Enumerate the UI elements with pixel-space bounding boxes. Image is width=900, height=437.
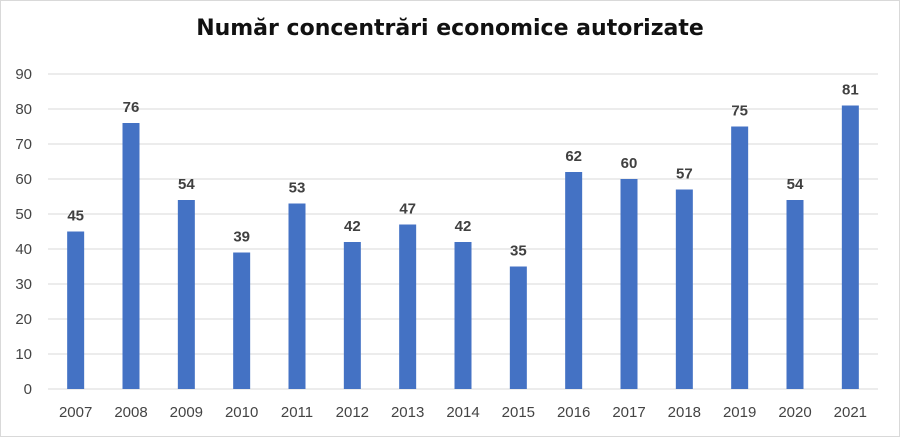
data-label-2007: 45 <box>67 208 84 225</box>
data-label-2020: 54 <box>787 176 804 193</box>
bar-2008 <box>122 123 140 389</box>
bar-2007 <box>67 231 85 389</box>
y-tick-label: 50 <box>15 206 32 223</box>
x-tick-label: 2014 <box>446 404 479 421</box>
bar-2012 <box>343 242 361 389</box>
x-tick-label: 2008 <box>114 404 147 421</box>
x-tick-label: 2020 <box>778 404 811 421</box>
data-label-2009: 54 <box>178 176 195 193</box>
bar-2015 <box>509 266 527 389</box>
y-tick-label: 70 <box>15 136 32 153</box>
bar-2009 <box>177 200 195 389</box>
data-label-2008: 76 <box>123 99 140 116</box>
data-label-2015: 35 <box>510 243 527 260</box>
x-tick-label: 2017 <box>612 404 645 421</box>
bar-2013 <box>399 224 417 389</box>
x-tick-label: 2019 <box>723 404 756 421</box>
bars <box>67 105 859 389</box>
x-tick-label: 2011 <box>281 404 313 421</box>
data-label-2017: 60 <box>621 155 638 172</box>
y-tick-label: 90 <box>15 66 32 83</box>
y-tick-label: 0 <box>24 381 32 398</box>
bar-2011 <box>288 203 306 389</box>
data-label-2021: 81 <box>842 82 859 99</box>
data-label-2019: 75 <box>731 103 748 120</box>
x-tick-label: 2010 <box>225 404 258 421</box>
bar-2014 <box>454 242 472 389</box>
y-tick-label: 40 <box>15 241 32 258</box>
data-label-2010: 39 <box>233 229 250 246</box>
bar-2016 <box>565 172 583 389</box>
x-tick-label: 2021 <box>834 404 867 421</box>
bar-2018 <box>675 189 693 389</box>
x-tick-label: 2007 <box>59 404 92 421</box>
data-label-2011: 53 <box>289 180 306 197</box>
x-tick-label: 2009 <box>170 404 203 421</box>
x-tick-label: 2012 <box>336 404 369 421</box>
y-tick-label: 20 <box>15 311 32 328</box>
data-label-2014: 42 <box>455 218 472 235</box>
bar-2019 <box>731 126 749 389</box>
y-tick-label: 10 <box>15 346 32 363</box>
bar-2021 <box>841 105 859 389</box>
chart-title: Număr concentrări economice autorizate <box>196 16 704 41</box>
bar-2017 <box>620 179 638 389</box>
x-tick-label: 2013 <box>391 404 424 421</box>
bar-2020 <box>786 200 804 389</box>
y-tick-label: 60 <box>15 171 32 188</box>
x-axis: 2007 2008 2009 2010 2011 2012 2013 2014 2015 2016… <box>59 404 867 421</box>
y-tick-label: 80 <box>15 101 32 118</box>
data-label-2018: 57 <box>676 166 693 183</box>
data-labels: 45 76 54 39 53 42 47 42 35 62 60 57 75 54 81 <box>67 82 858 260</box>
x-tick-label: 2018 <box>668 404 701 421</box>
data-label-2013: 47 <box>399 201 416 218</box>
bar-2010 <box>233 252 251 389</box>
y-tick-label: 30 <box>15 276 32 293</box>
data-label-2012: 42 <box>344 218 361 235</box>
data-label-2016: 62 <box>565 148 582 165</box>
x-tick-label: 2015 <box>502 404 535 421</box>
y-axis: 0 10 20 30 40 50 60 70 80 90 <box>15 66 32 398</box>
x-tick-label: 2016 <box>557 404 590 421</box>
